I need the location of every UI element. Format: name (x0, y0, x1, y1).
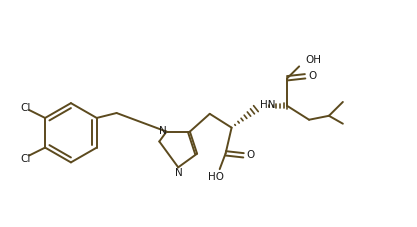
Text: O: O (308, 71, 316, 81)
Text: Cl: Cl (20, 103, 30, 113)
Text: O: O (246, 150, 255, 160)
Text: Cl: Cl (20, 154, 30, 164)
Text: HN: HN (260, 100, 276, 110)
Text: N: N (159, 126, 166, 136)
Text: N: N (175, 168, 183, 178)
Text: OH: OH (305, 55, 321, 65)
Text: HO: HO (208, 172, 224, 182)
